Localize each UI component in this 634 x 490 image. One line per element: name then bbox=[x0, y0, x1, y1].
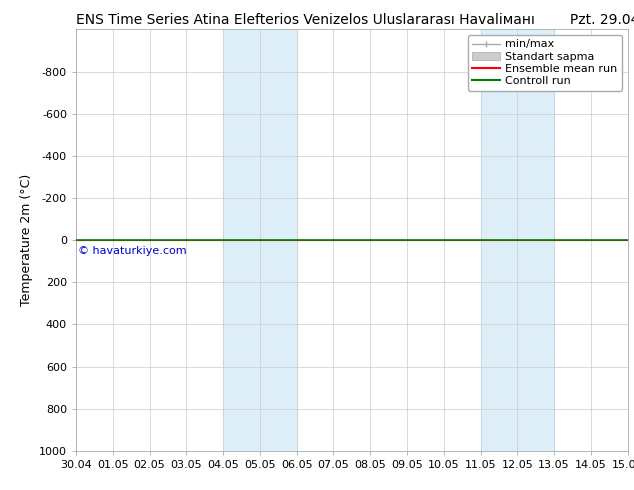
Bar bbox=[481, 29, 554, 451]
Legend: min/max, Standart sapma, Ensemble mean run, Controll run: min/max, Standart sapma, Ensemble mean r… bbox=[468, 35, 622, 91]
Text: © havaturkiye.com: © havaturkiye.com bbox=[78, 246, 186, 256]
Y-axis label: Temperature 2m (°C): Temperature 2m (°C) bbox=[20, 174, 34, 306]
Text: ENS Time Series Atina Elefterios Venizelos Uluslararası Havaliманı        Pzt. 2: ENS Time Series Atina Elefterios Venizel… bbox=[76, 13, 634, 27]
Bar bbox=[223, 29, 297, 451]
